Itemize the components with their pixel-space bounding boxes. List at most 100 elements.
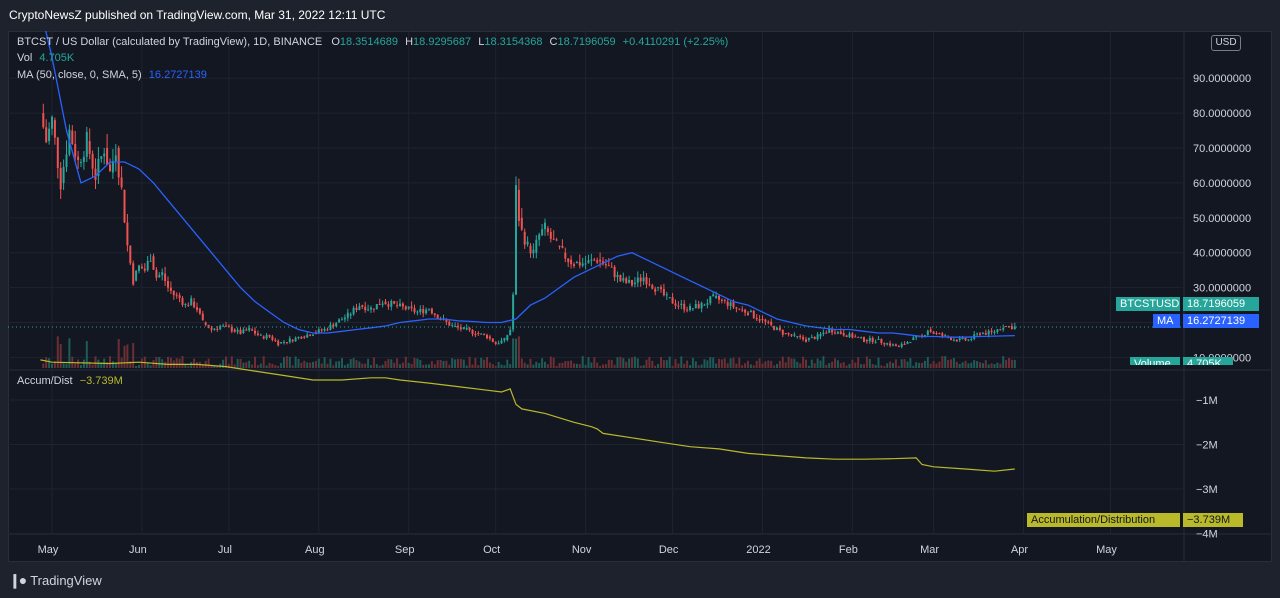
volume-bar xyxy=(587,357,590,368)
candle-body xyxy=(152,256,155,270)
candle-body xyxy=(929,329,932,332)
candle-body xyxy=(686,309,689,311)
volume-bar xyxy=(599,365,602,368)
volume-bar xyxy=(500,364,503,368)
candle-body xyxy=(213,328,216,330)
volume-bar xyxy=(367,358,370,368)
candle-body xyxy=(732,302,735,308)
currency-badge[interactable]: USD xyxy=(1211,35,1241,51)
candle-body xyxy=(457,325,459,328)
candle-body xyxy=(836,331,839,334)
candle-body xyxy=(552,238,555,240)
footer-brand[interactable]: ❙● TradingView xyxy=(9,572,102,589)
candle-body xyxy=(761,319,764,321)
candle-body xyxy=(494,341,497,344)
candle-body xyxy=(909,342,912,344)
candle-body xyxy=(164,273,167,282)
volume-bar xyxy=(590,362,593,368)
volume-bar xyxy=(935,363,938,368)
volume-bar xyxy=(259,363,262,368)
volume-bar xyxy=(53,361,56,368)
volume-bar xyxy=(187,365,190,368)
volume-bar xyxy=(277,365,280,368)
volume-bar xyxy=(268,362,271,368)
volume-bar xyxy=(828,362,831,368)
candle-body xyxy=(981,332,984,334)
candle-body xyxy=(239,329,242,335)
candle-body xyxy=(538,234,541,240)
y-tick-label: 70.0000000 xyxy=(1193,143,1251,155)
volume-value: 4.705K xyxy=(39,52,75,64)
candle-body xyxy=(578,261,581,266)
volume-bar xyxy=(593,357,596,368)
volume-bar xyxy=(413,357,416,368)
candle-body xyxy=(1005,326,1008,328)
volume-bar xyxy=(744,363,747,368)
candle-body xyxy=(720,299,723,301)
low-label: L xyxy=(478,36,485,48)
candle-body xyxy=(132,263,135,285)
volume-bar xyxy=(419,360,422,368)
volume-bar xyxy=(955,361,958,368)
volume-bar xyxy=(517,336,520,368)
candle-body xyxy=(158,275,161,278)
candle-body xyxy=(894,344,897,347)
candle-body xyxy=(715,295,718,299)
candle-body xyxy=(114,155,117,162)
candle-body xyxy=(984,332,987,335)
candle-body xyxy=(245,329,248,331)
candle-body xyxy=(967,339,970,341)
volume-bar xyxy=(364,363,367,368)
volume-label: Vol xyxy=(17,52,33,64)
chart-canvas[interactable]: May Jun Jul Aug Sep Oct Nov Dec 2022 Feb Mar Apr May… xyxy=(8,31,1272,562)
volume-bar xyxy=(961,362,964,368)
candle-body xyxy=(677,305,680,307)
candle-body xyxy=(48,128,51,142)
volume-bar xyxy=(216,365,219,368)
candle-body xyxy=(341,319,343,321)
volume-bar xyxy=(999,363,1002,368)
volume-bar xyxy=(503,365,506,368)
candle-body xyxy=(599,259,602,262)
volume-bar xyxy=(506,359,509,368)
volume-bar xyxy=(868,359,871,368)
x-tick-label: May xyxy=(38,544,59,556)
candle-body xyxy=(564,252,567,259)
volume-bar xyxy=(752,365,755,368)
volume-bar xyxy=(210,364,213,368)
volume-bar xyxy=(381,364,384,368)
candle-body xyxy=(236,329,239,332)
candle-body xyxy=(660,287,662,290)
candle-body xyxy=(738,308,741,310)
volume-bar xyxy=(767,360,770,368)
volume-bar xyxy=(343,365,346,368)
y-tick-label: 80.0000000 xyxy=(1193,108,1251,120)
candle-body xyxy=(509,329,512,336)
candle-body xyxy=(703,304,706,306)
candle-body xyxy=(642,277,645,282)
candle-body xyxy=(288,338,291,343)
volume-bar xyxy=(396,358,399,368)
volume-bar xyxy=(45,357,48,368)
volume-bar xyxy=(880,365,883,368)
volume-bar xyxy=(85,341,88,368)
volume-bar xyxy=(874,364,877,368)
candle-body xyxy=(857,336,860,338)
volume-bar xyxy=(813,363,816,368)
volume-bar xyxy=(761,363,764,368)
candle-body xyxy=(639,277,642,282)
volume-bar xyxy=(175,358,178,368)
candle-body xyxy=(767,321,770,323)
candle-body xyxy=(532,249,535,254)
candle-body xyxy=(91,153,94,169)
volume-bar xyxy=(712,357,715,368)
volume-bar xyxy=(683,363,686,368)
volume-bar xyxy=(720,359,723,368)
volume-bar xyxy=(280,362,283,368)
candle-body xyxy=(912,337,915,340)
candle-body xyxy=(958,338,961,340)
candle-body xyxy=(587,260,590,264)
volume-bar xyxy=(65,363,68,368)
ma-legend: MA (50, close, 0, SMA, 5) 16.2727139 xyxy=(17,69,207,81)
x-tick-label: Oct xyxy=(483,544,500,556)
